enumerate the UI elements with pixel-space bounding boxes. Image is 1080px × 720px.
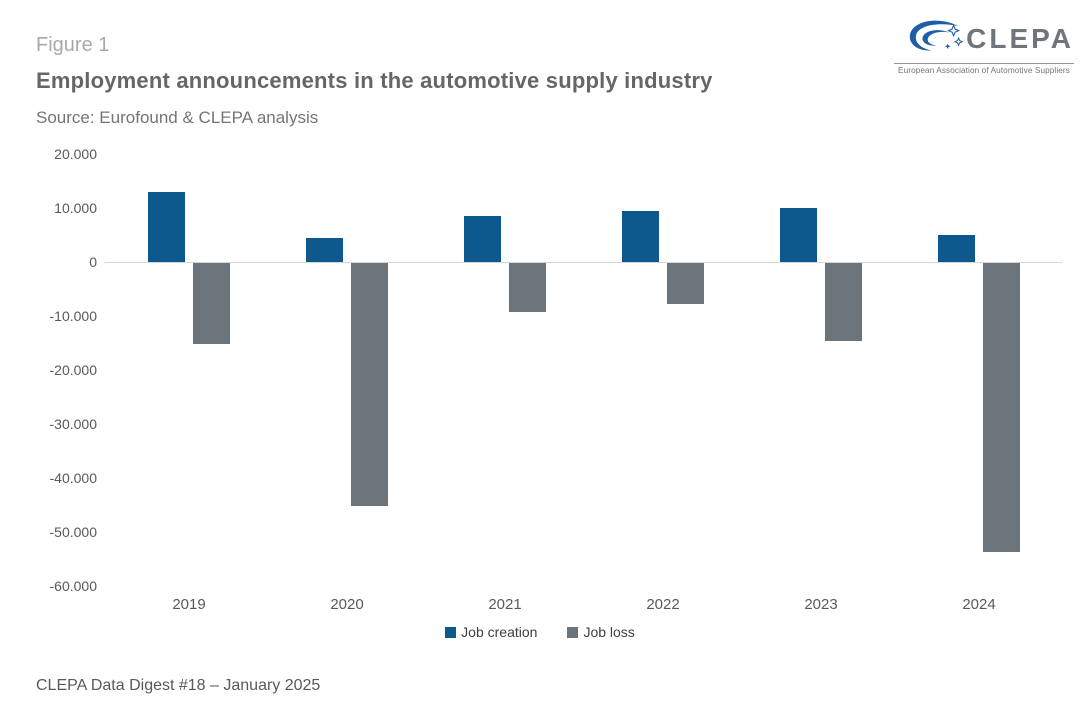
- x-axis-label-2024: 2024: [962, 596, 996, 613]
- bar-job-creation-2024: [938, 235, 975, 262]
- bar-job-loss-2020: [351, 263, 388, 506]
- bar-job-loss-2021: [509, 263, 546, 312]
- bar-job-creation-2019: [148, 191, 185, 262]
- clepa-swoosh-icon: [909, 20, 964, 51]
- y-tick-label: -30.000: [49, 416, 97, 432]
- logo-divider: [894, 63, 1074, 64]
- legend-label: Job loss: [583, 624, 635, 640]
- page-title: Employment announcements in the automoti…: [36, 68, 713, 93]
- source-line: Source: Eurofound & CLEPA analysis: [36, 108, 319, 127]
- zero-axis-line: [105, 262, 1062, 263]
- footer-caption: CLEPA Data Digest #18 – January 2025: [36, 677, 321, 694]
- bar-job-loss-2022: [667, 263, 704, 304]
- job-loss-swatch-icon: [567, 626, 579, 638]
- y-tick-label: -40.000: [49, 470, 97, 486]
- bar-job-loss-2019: [193, 263, 230, 344]
- bar-job-creation-2022: [622, 210, 659, 262]
- legend-label: Job creation: [461, 624, 538, 640]
- clepa-logo: CLEPA European Association of Automotive…: [894, 18, 1074, 75]
- x-axis-label-2023: 2023: [804, 596, 838, 613]
- x-axis-label-2020: 2020: [330, 596, 364, 613]
- bar-job-loss-2024: [983, 263, 1020, 552]
- bar-job-creation-2021: [464, 216, 501, 262]
- job-creation-swatch-icon: [445, 626, 457, 638]
- plot-area: 20.000 10.000 0 -10.000 -20.000 -30.000 -40.00…: [50, 146, 1062, 613]
- y-tick-label: -10.000: [49, 308, 97, 324]
- legend-item-job-creation: Job creation: [445, 624, 537, 640]
- bar-job-creation-2020: [306, 237, 343, 262]
- y-tick-label: -60.000: [49, 578, 97, 594]
- logo-tagline: European Association of Automotive Suppl…: [898, 66, 1070, 75]
- x-axis-label-2021: 2021: [488, 596, 522, 613]
- y-tick-label: 10.000: [54, 200, 97, 216]
- bar-job-loss-2023: [825, 263, 862, 342]
- logo-wordmark: CLEPA: [966, 23, 1074, 54]
- legend-item-job-loss: Job loss: [567, 624, 635, 640]
- x-axis-label-2022: 2022: [646, 596, 680, 613]
- y-tick-label: -50.000: [49, 524, 97, 540]
- figure-label: Figure 1: [36, 34, 110, 56]
- bar-job-creation-2023: [780, 208, 817, 262]
- y-tick-label: 20.000: [54, 146, 97, 162]
- x-axis-label-2019: 2019: [172, 596, 206, 613]
- y-tick-label: 0: [89, 254, 97, 270]
- chart-legend: Job creation Job loss: [0, 624, 1080, 640]
- y-tick-label: -20.000: [49, 362, 97, 378]
